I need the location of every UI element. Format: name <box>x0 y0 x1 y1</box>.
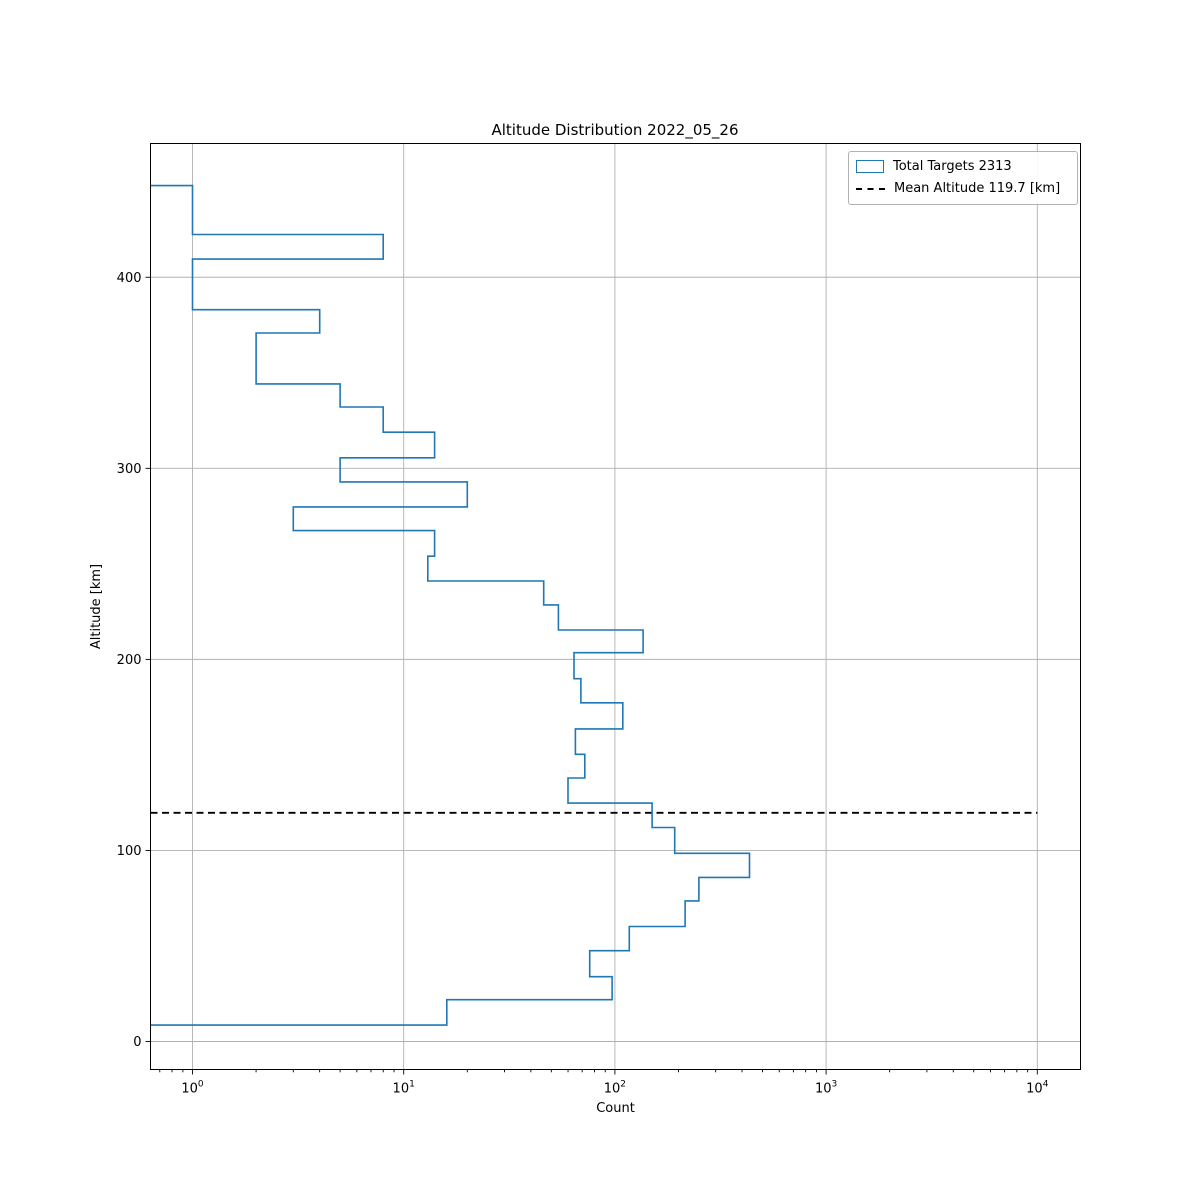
x-axis-label: Count <box>596 1101 635 1116</box>
legend: Total Targets 2313 Mean Altitude 119.7 [… <box>848 151 1078 205</box>
svg-text:104: 104 <box>1026 1080 1049 1097</box>
y-tick-labels: 0 100 200 300 400 <box>117 271 142 1050</box>
plot-border <box>150 143 1081 1070</box>
axis-ticks <box>145 276 1038 1075</box>
svg-text:101: 101 <box>393 1080 415 1097</box>
svg-text:0: 0 <box>133 1035 141 1050</box>
svg-text:102: 102 <box>604 1080 626 1097</box>
grid-lines <box>150 143 1081 1070</box>
svg-text:300: 300 <box>117 462 142 477</box>
x-tick-labels: 100 101 102 103 104 <box>181 1080 1048 1097</box>
y-axis-label: Altitude [km] <box>89 564 104 649</box>
svg-text:100: 100 <box>117 844 142 859</box>
chart-title: Altitude Distribution 2022_05_26 <box>491 121 739 139</box>
legend-label-total-targets: Total Targets 2313 <box>893 159 1012 174</box>
svg-text:100: 100 <box>181 1080 204 1097</box>
svg-text:400: 400 <box>117 271 142 286</box>
svg-text:200: 200 <box>117 653 142 668</box>
svg-text:103: 103 <box>815 1080 837 1097</box>
legend-label-mean-altitude: Mean Altitude 119.7 [km] <box>894 181 1061 196</box>
histogram-step-line <box>150 184 751 1026</box>
dashed-line-swatch-icon <box>856 187 885 190</box>
histogram-outline-swatch-icon <box>856 160 884 173</box>
legend-entry-mean-altitude: Mean Altitude 119.7 [km] <box>856 180 1070 197</box>
legend-entry-total-targets: Total Targets 2313 <box>856 158 1070 175</box>
